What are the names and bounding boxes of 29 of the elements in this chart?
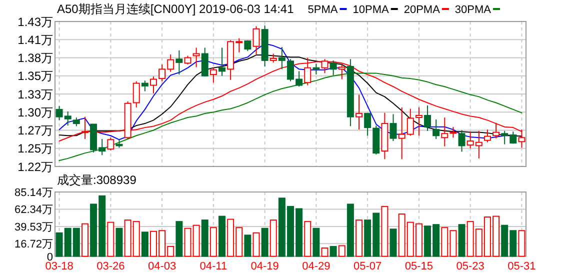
chart-title: 成交量:308939 (57, 173, 137, 187)
y-tick-label: 1.35万 (18, 69, 53, 84)
y-tick-label: 85.14万 (14, 186, 53, 199)
x-tick-label: 05-07 (354, 260, 382, 272)
y-tick-label: 1.25万 (18, 142, 53, 156)
y-tick-label: 1.22万 (18, 160, 53, 174)
y-tick-label: 1.43万 (18, 14, 53, 29)
x-tick-label: 05-15 (404, 260, 434, 272)
x-tick-label: 03-18 (45, 260, 74, 272)
y-tick-label: 39.53万 (14, 221, 53, 234)
x-tick-label: 04-19 (250, 260, 279, 272)
y-tick-label: 1.41万 (18, 32, 53, 47)
chart-title: A50期指当月连续[CN00Y] 2019-06-03 14:41 (57, 2, 294, 16)
y-tick-label: 1.33万 (18, 87, 53, 102)
x-tick-label: 03-26 (96, 260, 125, 272)
x-tick-label: 04-03 (148, 260, 176, 272)
y-tick-label: 16.72万 (14, 238, 53, 251)
legend-label: 30PMA (454, 4, 492, 16)
legend-label: 5PMA (308, 4, 338, 16)
x-tick-label: 05-31 (508, 260, 536, 272)
y-tick-label: 62.34万 (14, 204, 53, 216)
x-tick-label: 05-23 (456, 260, 484, 272)
y-tick-label: 1.27万 (18, 124, 53, 138)
y-tick-label: 1.38万 (18, 51, 53, 66)
legend-label: 10PMA (352, 4, 390, 16)
y-tick-label: 1.30万 (18, 105, 53, 120)
x-tick-label: 04-11 (200, 260, 228, 272)
x-tick-label: 04-29 (302, 260, 330, 272)
legend-label: 20PMA (404, 4, 441, 16)
